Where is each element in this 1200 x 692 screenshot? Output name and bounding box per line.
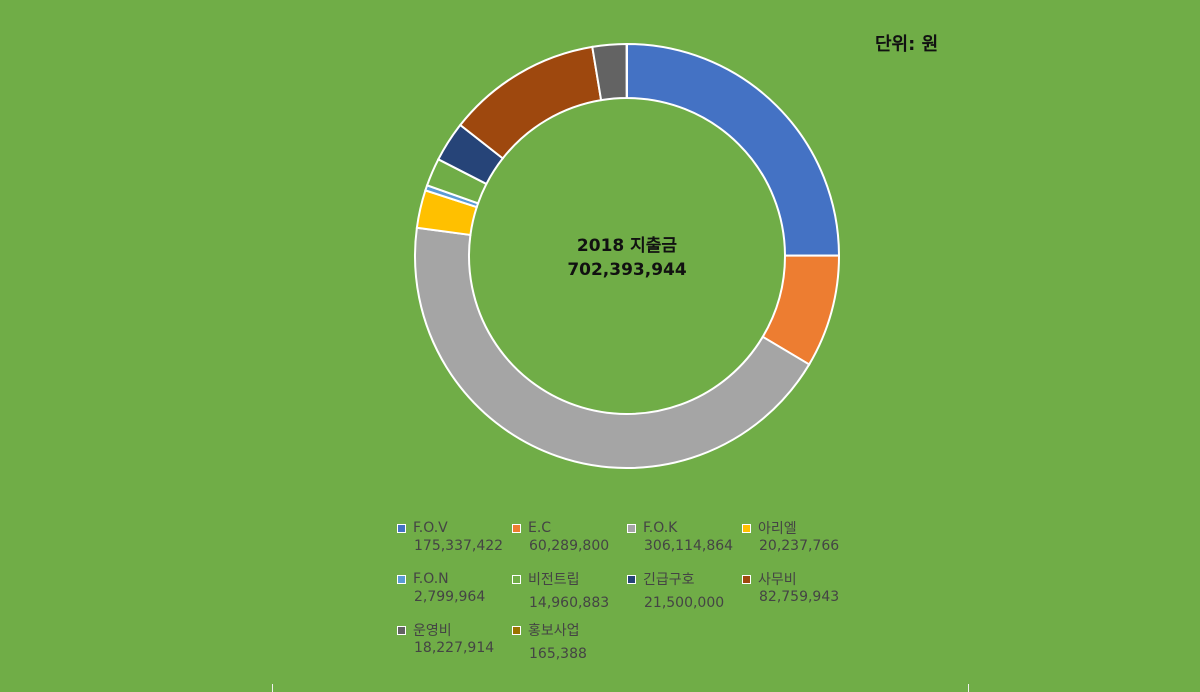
slice-2 <box>414 226 811 469</box>
slice-0 <box>626 42 841 257</box>
center-value: 702,393,944 <box>567 260 687 280</box>
slice-7 <box>458 45 603 160</box>
unit-label: 단위: 원 <box>875 34 939 55</box>
center-title: 2018 지출금 <box>577 236 678 256</box>
axis-tick <box>968 684 969 692</box>
axis-tick <box>272 684 273 692</box>
donut-slices <box>414 42 841 469</box>
